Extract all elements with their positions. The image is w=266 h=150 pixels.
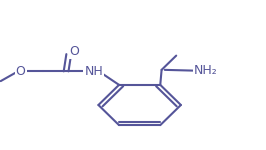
Text: O: O (16, 65, 26, 78)
Text: NH₂: NH₂ (194, 64, 217, 77)
Text: NH: NH (84, 65, 103, 78)
Text: O: O (69, 45, 79, 58)
